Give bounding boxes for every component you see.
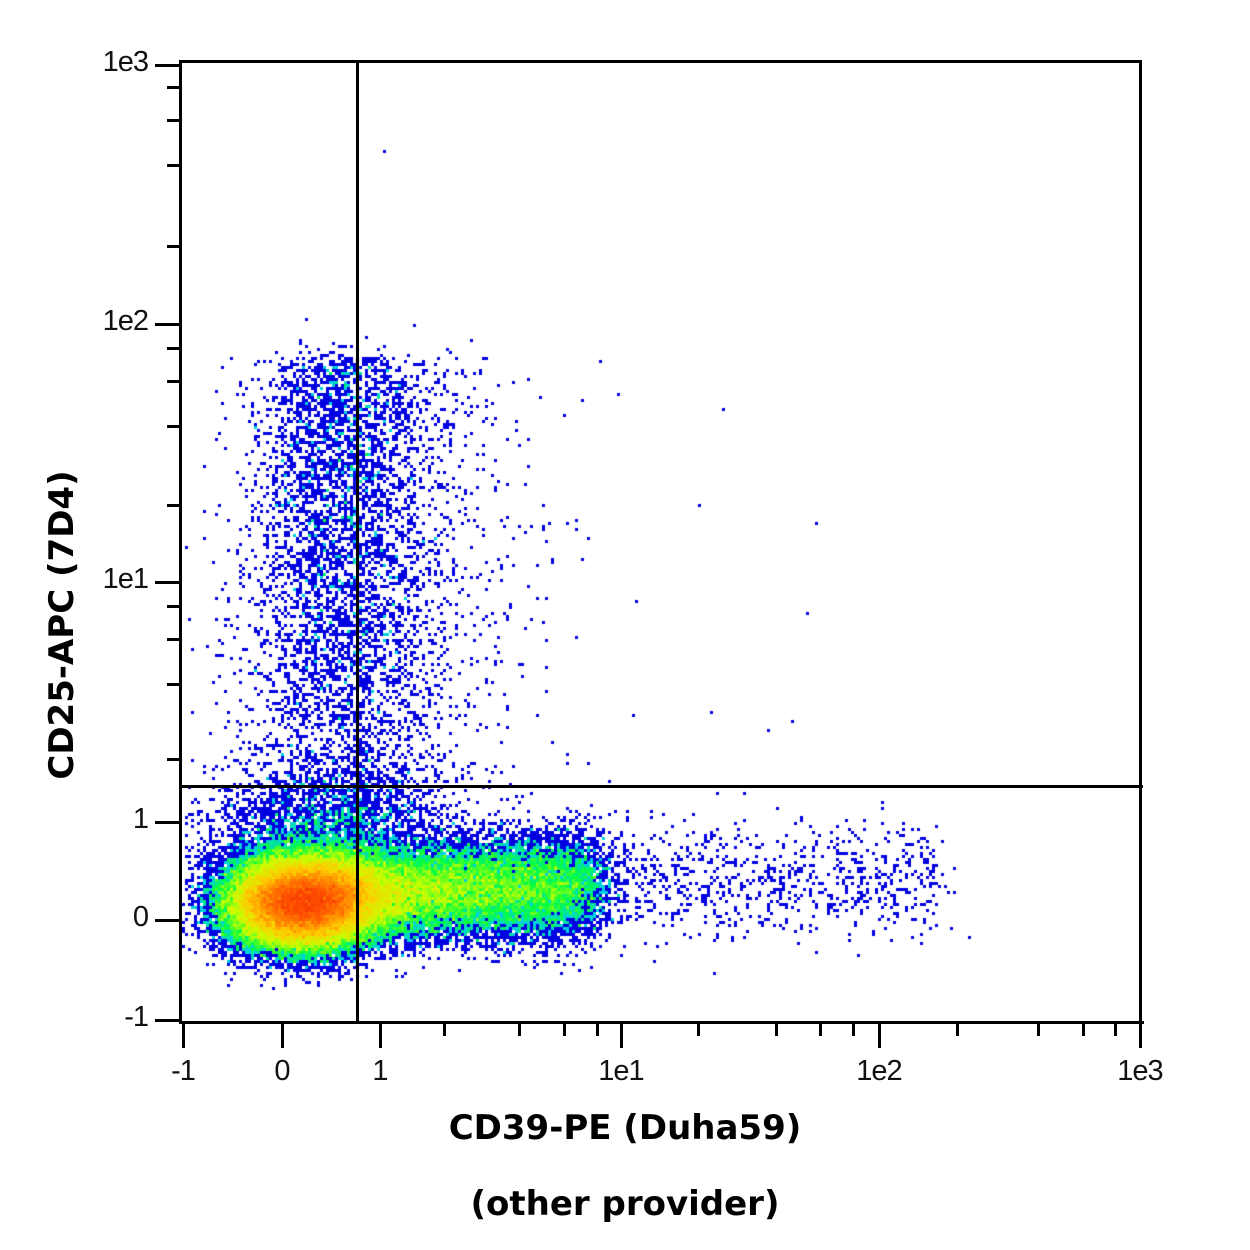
y-minor-tick	[167, 605, 180, 608]
x-minor-tick	[956, 1023, 959, 1036]
x-minor-tick	[443, 1023, 446, 1036]
y-minor-tick	[167, 245, 180, 248]
x-tick-label: 1e1	[598, 1055, 644, 1087]
y-minor-tick	[167, 758, 180, 761]
y-minor-tick	[167, 119, 180, 122]
y-major-tick	[155, 581, 180, 584]
y-minor-tick	[167, 425, 180, 428]
x-minor-tick	[1114, 1023, 1117, 1036]
x-tick-label: 1	[372, 1055, 388, 1087]
density-dot-plot	[182, 63, 1140, 1021]
x-major-tick	[182, 1023, 185, 1048]
y-axis	[179, 60, 182, 1024]
y-minor-tick	[167, 86, 180, 89]
y-major-tick	[155, 64, 180, 67]
y-minor-tick	[167, 504, 180, 507]
x-minor-tick	[1082, 1023, 1085, 1036]
quadrant-gate-vertical[interactable]	[356, 61, 359, 1023]
x-tick-label: -1	[171, 1055, 196, 1087]
x-tick-label: 1e2	[856, 1055, 902, 1087]
x-tick-label: 0	[274, 1055, 290, 1087]
x-minor-tick	[819, 1023, 822, 1036]
x-minor-tick	[775, 1023, 778, 1036]
y-minor-tick	[167, 638, 180, 641]
y-major-tick	[155, 323, 180, 326]
x-major-tick	[1139, 1023, 1142, 1048]
x-minor-tick	[563, 1023, 566, 1036]
x-axis-title: CD39-PE (Duha59)	[448, 1108, 802, 1148]
y-minor-tick	[167, 347, 180, 350]
y-major-tick	[155, 821, 180, 824]
x-minor-tick	[852, 1023, 855, 1036]
y-tick-label: 1e1	[102, 563, 149, 595]
x-minor-tick	[596, 1023, 599, 1036]
y-tick-label: 1e3	[102, 46, 149, 78]
x-major-tick	[379, 1023, 382, 1048]
x-minor-tick	[518, 1023, 521, 1036]
y-tick-label: -1	[124, 1001, 149, 1033]
y-minor-tick	[167, 683, 180, 686]
y-tick-label: 1e2	[102, 305, 149, 337]
y-axis-title: CD25-APC (7D4)	[42, 470, 82, 780]
y-tick-label: 1	[132, 803, 149, 835]
y-minor-tick	[167, 164, 180, 167]
x-minor-tick	[697, 1023, 700, 1036]
plot-frame	[180, 60, 1142, 1022]
y-major-tick	[155, 919, 180, 922]
quadrant-gate-horizontal[interactable]	[181, 785, 1143, 788]
x-axis-subtitle: (other provider)	[470, 1184, 780, 1224]
x-major-tick	[620, 1023, 623, 1048]
y-major-tick	[155, 1019, 180, 1022]
x-tick-label: 1e3	[1117, 1055, 1163, 1087]
y-minor-tick	[167, 380, 180, 383]
x-major-tick	[878, 1023, 881, 1048]
x-major-tick	[281, 1023, 284, 1048]
x-axis	[179, 1021, 1144, 1024]
x-minor-tick	[1037, 1023, 1040, 1036]
y-tick-label: 0	[132, 901, 149, 933]
